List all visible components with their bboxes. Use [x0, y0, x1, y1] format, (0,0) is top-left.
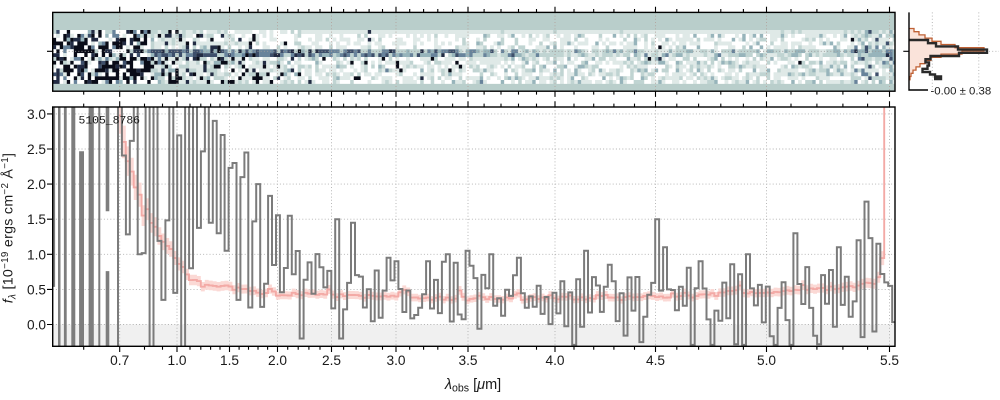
svg-text:2.5: 2.5	[27, 142, 46, 157]
svg-text:0.5: 0.5	[27, 282, 46, 297]
svg-text:1.0: 1.0	[167, 353, 186, 368]
svg-text:5.0: 5.0	[757, 353, 776, 368]
svg-text:1.5: 1.5	[27, 212, 46, 227]
svg-text:1.5: 1.5	[220, 353, 239, 368]
svg-text:5105_8786: 5105_8786	[79, 116, 141, 128]
svg-text:fλ [10−19 ergs cm−2 Å−1]: fλ [10−19 ergs cm−2 Å−1]	[0, 153, 18, 304]
svg-text:2.5: 2.5	[322, 353, 341, 368]
svg-text:5.5: 5.5	[880, 353, 899, 368]
svg-text:3.5: 3.5	[458, 353, 477, 368]
svg-text:3.0: 3.0	[27, 107, 46, 122]
svg-text:λobs [μm]: λobs [μm]	[444, 377, 501, 395]
svg-text:0.0: 0.0	[27, 318, 46, 333]
svg-text:2.0: 2.0	[268, 353, 287, 368]
svg-text:1.0: 1.0	[27, 247, 46, 262]
svg-text:3.0: 3.0	[386, 353, 405, 368]
svg-text:4.0: 4.0	[545, 353, 564, 368]
svg-text:2.0: 2.0	[27, 177, 46, 192]
svg-text:-0.00 ± 0.38: -0.00 ± 0.38	[931, 86, 992, 98]
svg-text:4.5: 4.5	[646, 353, 665, 368]
svg-text:0.7: 0.7	[110, 353, 129, 368]
